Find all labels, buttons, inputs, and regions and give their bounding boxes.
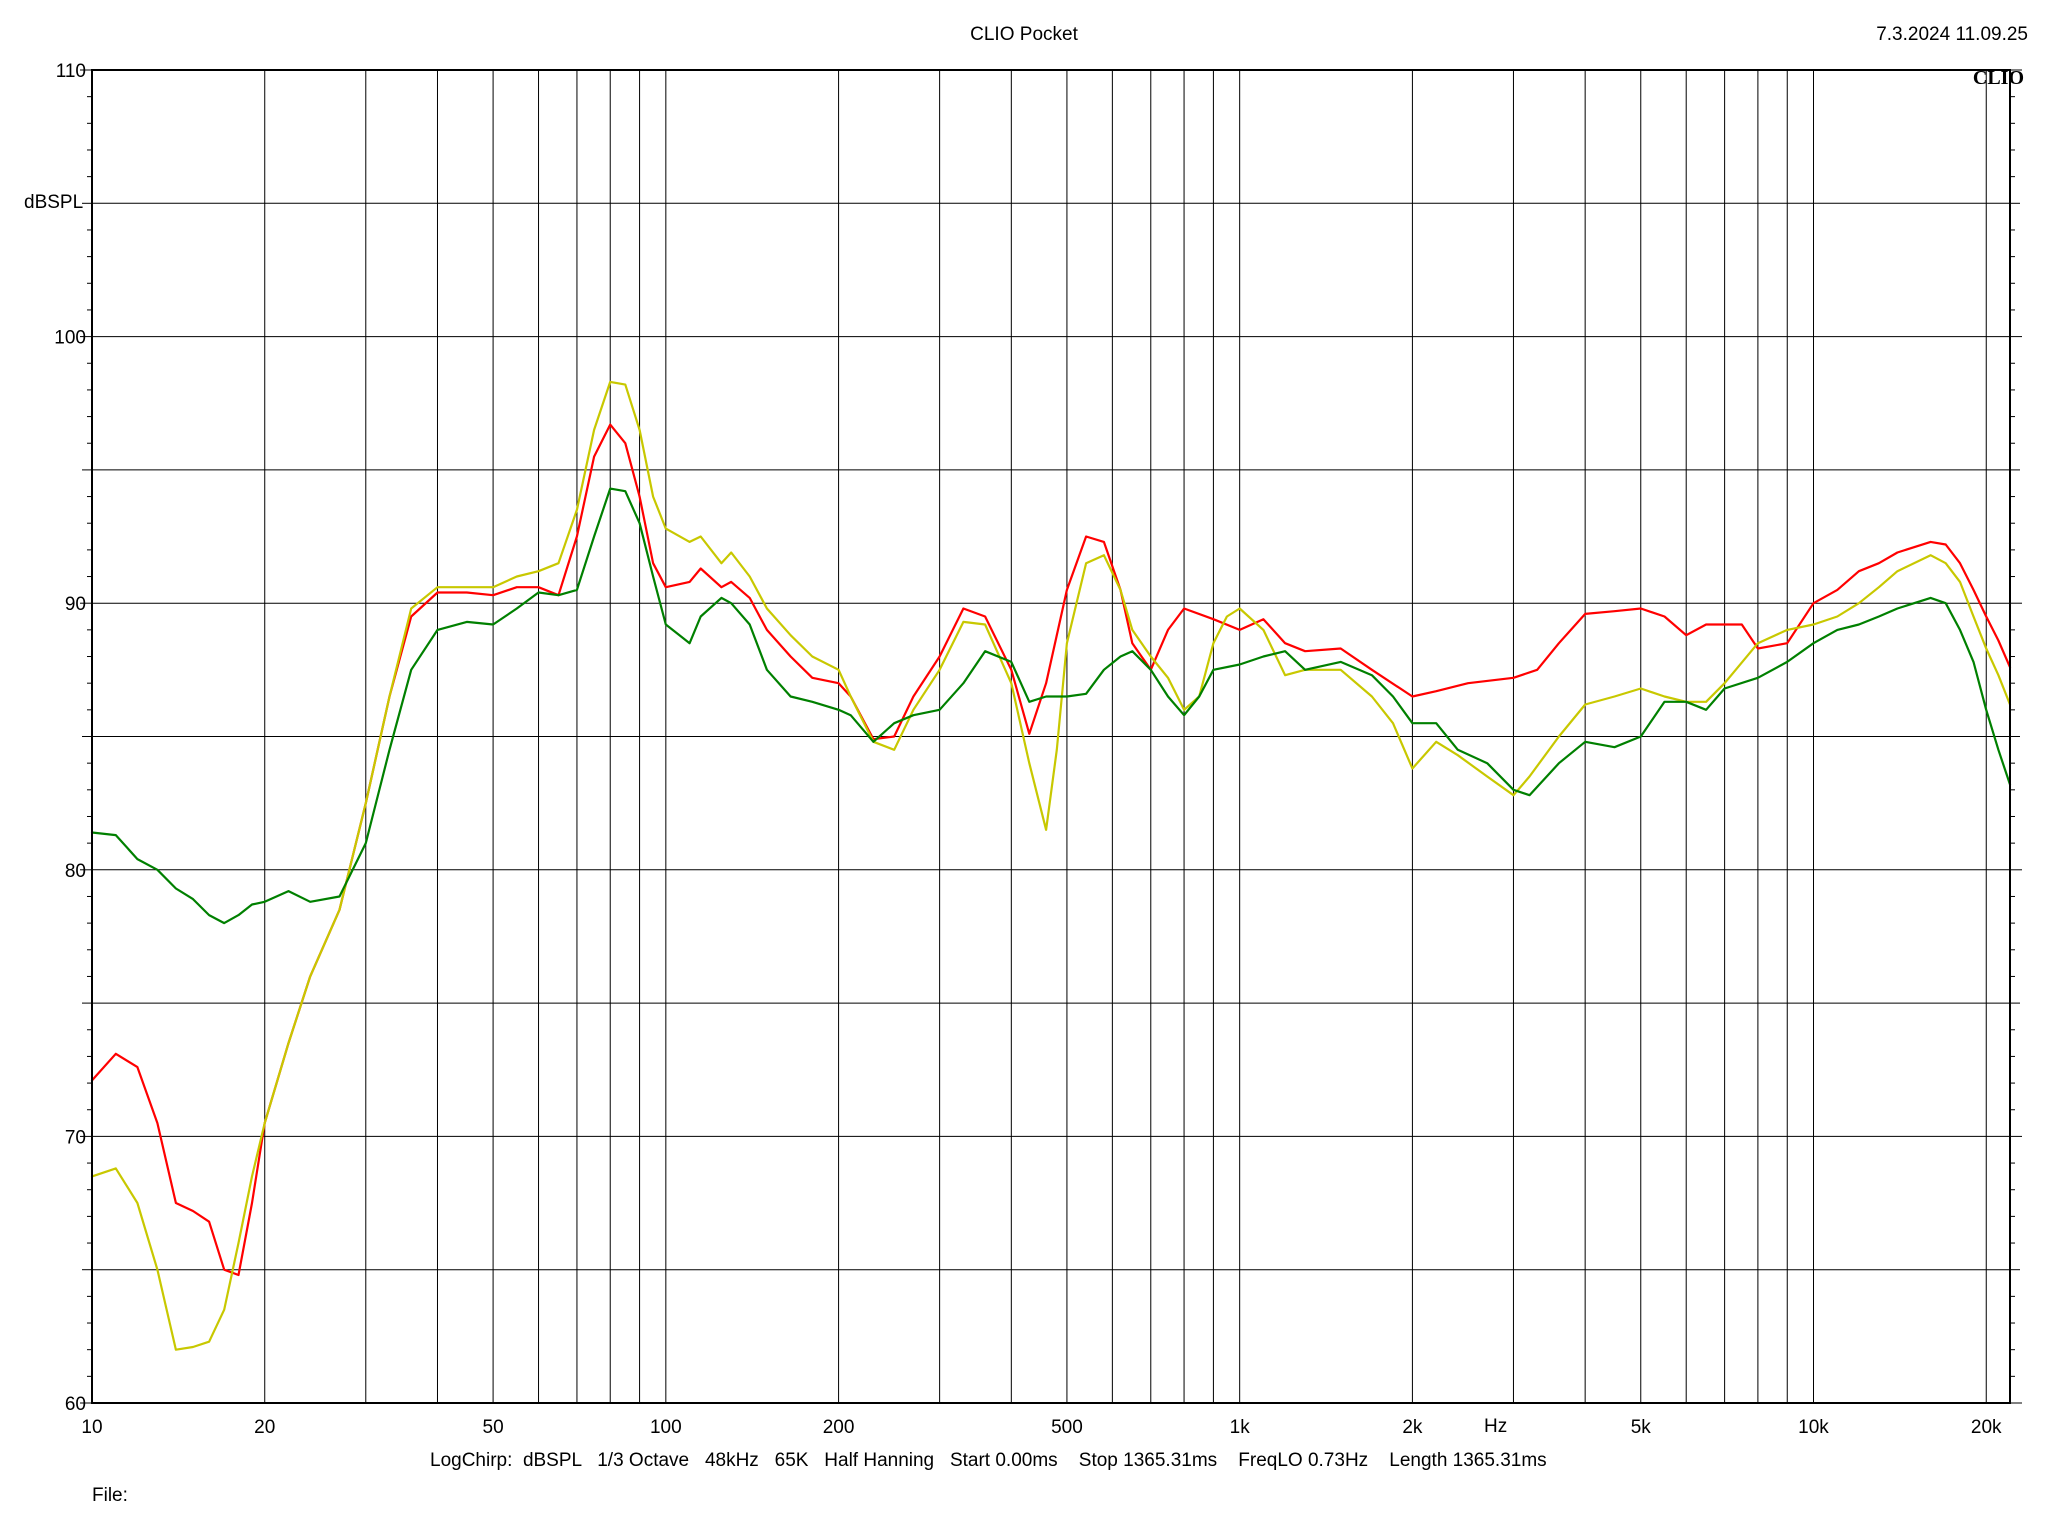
x-tick-label: 5k <box>1631 1417 1652 1438</box>
x-tick-label: 20 <box>254 1417 275 1438</box>
series-line-3 <box>90 487 2012 925</box>
axis-ticks: 60 70 80 90 100 110 10 20 50 100 200 500 1k 2k 5k 10k 20… <box>54 61 2022 1438</box>
series-line-1 <box>90 423 2012 1277</box>
measurement-params: LogChirp: dBSPL 1/3 Octave 48kHz 65K Hal… <box>430 1450 1547 1471</box>
plot-frame <box>91 69 2011 1404</box>
x-tick-label: 100 <box>650 1417 682 1438</box>
grid <box>92 70 2010 1403</box>
x-axis-unit-label: Hz <box>1484 1416 1508 1437</box>
file-label: File: <box>92 1485 128 1506</box>
y-tick-label: 80 <box>65 861 86 882</box>
y-tick-label: 90 <box>65 594 86 615</box>
y-axis-unit-label: dBSPL <box>24 192 84 213</box>
x-tick-label: 2k <box>1402 1417 1423 1438</box>
x-tick-label: 1k <box>1230 1417 1251 1438</box>
y-tick-label: 100 <box>54 328 86 349</box>
y-tick-label: 70 <box>65 1127 86 1148</box>
x-tick-label: 10 <box>81 1417 102 1438</box>
x-tick-label: 50 <box>483 1417 504 1438</box>
x-tick-label: 20k <box>1971 1417 2002 1438</box>
series-line-2 <box>90 380 2012 1351</box>
y-tick-label: 60 <box>65 1394 86 1415</box>
x-tick-label: 10k <box>1798 1417 1829 1438</box>
y-tick-label: 110 <box>56 61 86 82</box>
x-tick-label: 200 <box>823 1417 855 1438</box>
x-tick-label: 500 <box>1051 1417 1083 1438</box>
timestamp: 7.3.2024 11.09.25 <box>1876 24 2028 45</box>
chart-title: CLIO Pocket <box>970 24 1078 45</box>
clio-logo: CLIO <box>1972 67 2024 89</box>
series-group <box>90 380 2012 1351</box>
